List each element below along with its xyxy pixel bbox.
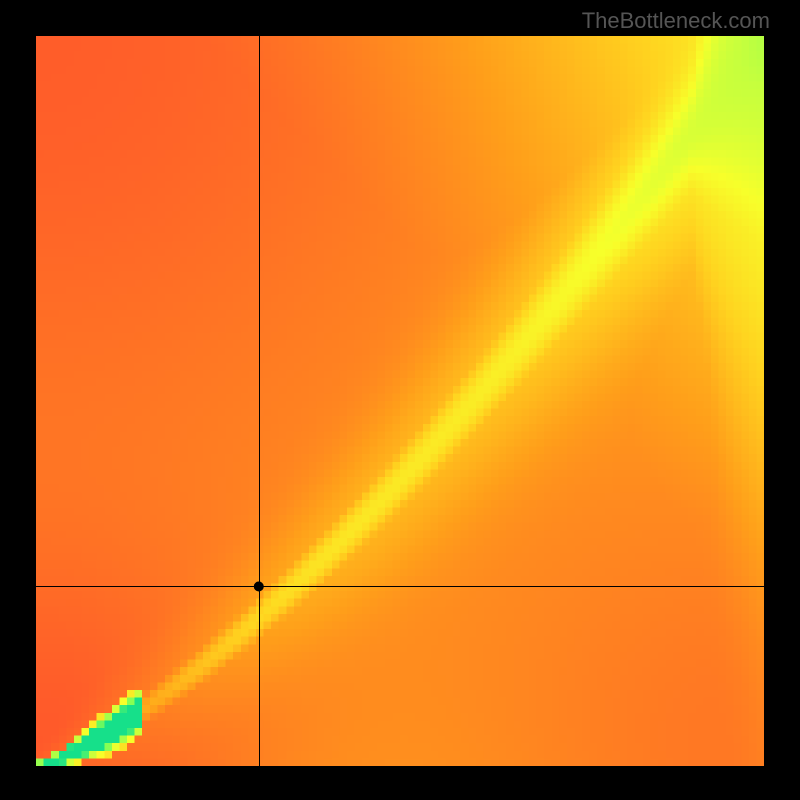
- heatmap-canvas: [36, 36, 764, 766]
- watermark-text: TheBottleneck.com: [582, 8, 770, 34]
- plot-frame: [20, 36, 780, 782]
- chart-container: TheBottleneck.com: [0, 0, 800, 800]
- crosshair-vertical: [259, 36, 260, 766]
- crosshair-horizontal: [36, 586, 764, 587]
- plot-area: [36, 36, 764, 766]
